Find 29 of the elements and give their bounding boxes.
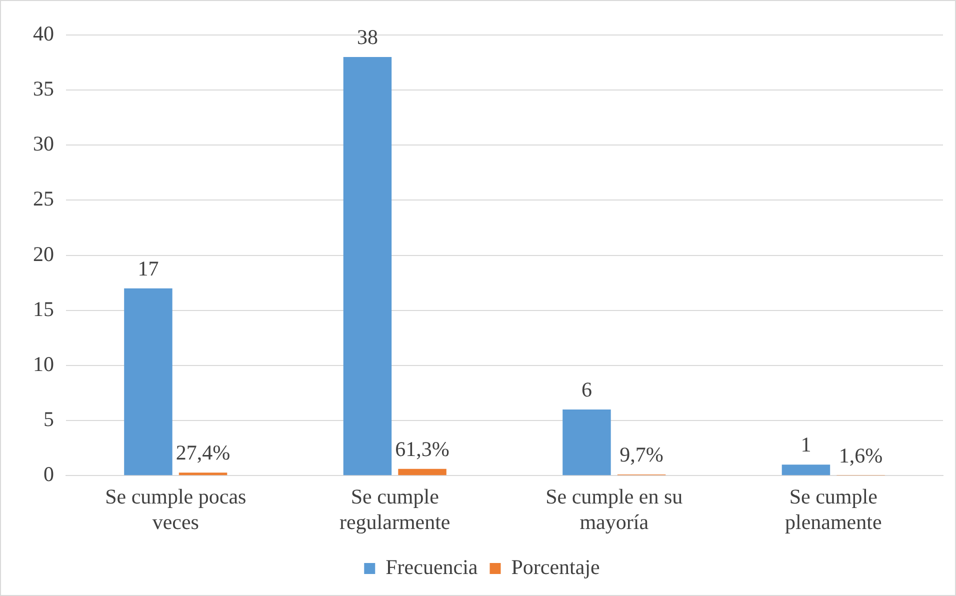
bar [124,288,172,476]
y-tick-label: 0 [44,462,54,486]
data-label: 9,7% [620,442,664,467]
data-label: 6 [581,378,592,402]
data-label: 17 [138,256,159,280]
x-tick-label: Se cumple pocas veces [105,484,246,534]
y-tick-label: 10 [33,352,54,376]
bar [398,468,446,476]
y-tick-label: 25 [33,186,54,211]
data-label: 1 [800,432,812,457]
bar [178,472,228,476]
data-label: 38 [356,25,378,50]
legend-label: Porcentaje [511,555,600,580]
x-tick-label: Se cumple regularmente [339,484,450,534]
data-label: 61,3% [395,436,450,461]
x-tick-label: Se cumple plenamente [784,484,882,534]
x-tick-label: Se cumple en su mayoría [546,484,684,534]
y-tick-label: 15 [33,296,54,321]
y-tick-label: 20 [33,242,54,266]
y-tick-label: 30 [33,132,54,156]
y-tick-label: 40 [33,22,54,46]
data-label: 27,4% [176,440,230,465]
y-tick-label: 35 [33,76,54,101]
y-tick-label: 5 [44,407,54,432]
data-label: 1,6% [838,443,883,468]
legend-label: Frecuencia [386,555,478,580]
bar [782,464,830,476]
bar [562,410,611,476]
bar [343,57,392,476]
